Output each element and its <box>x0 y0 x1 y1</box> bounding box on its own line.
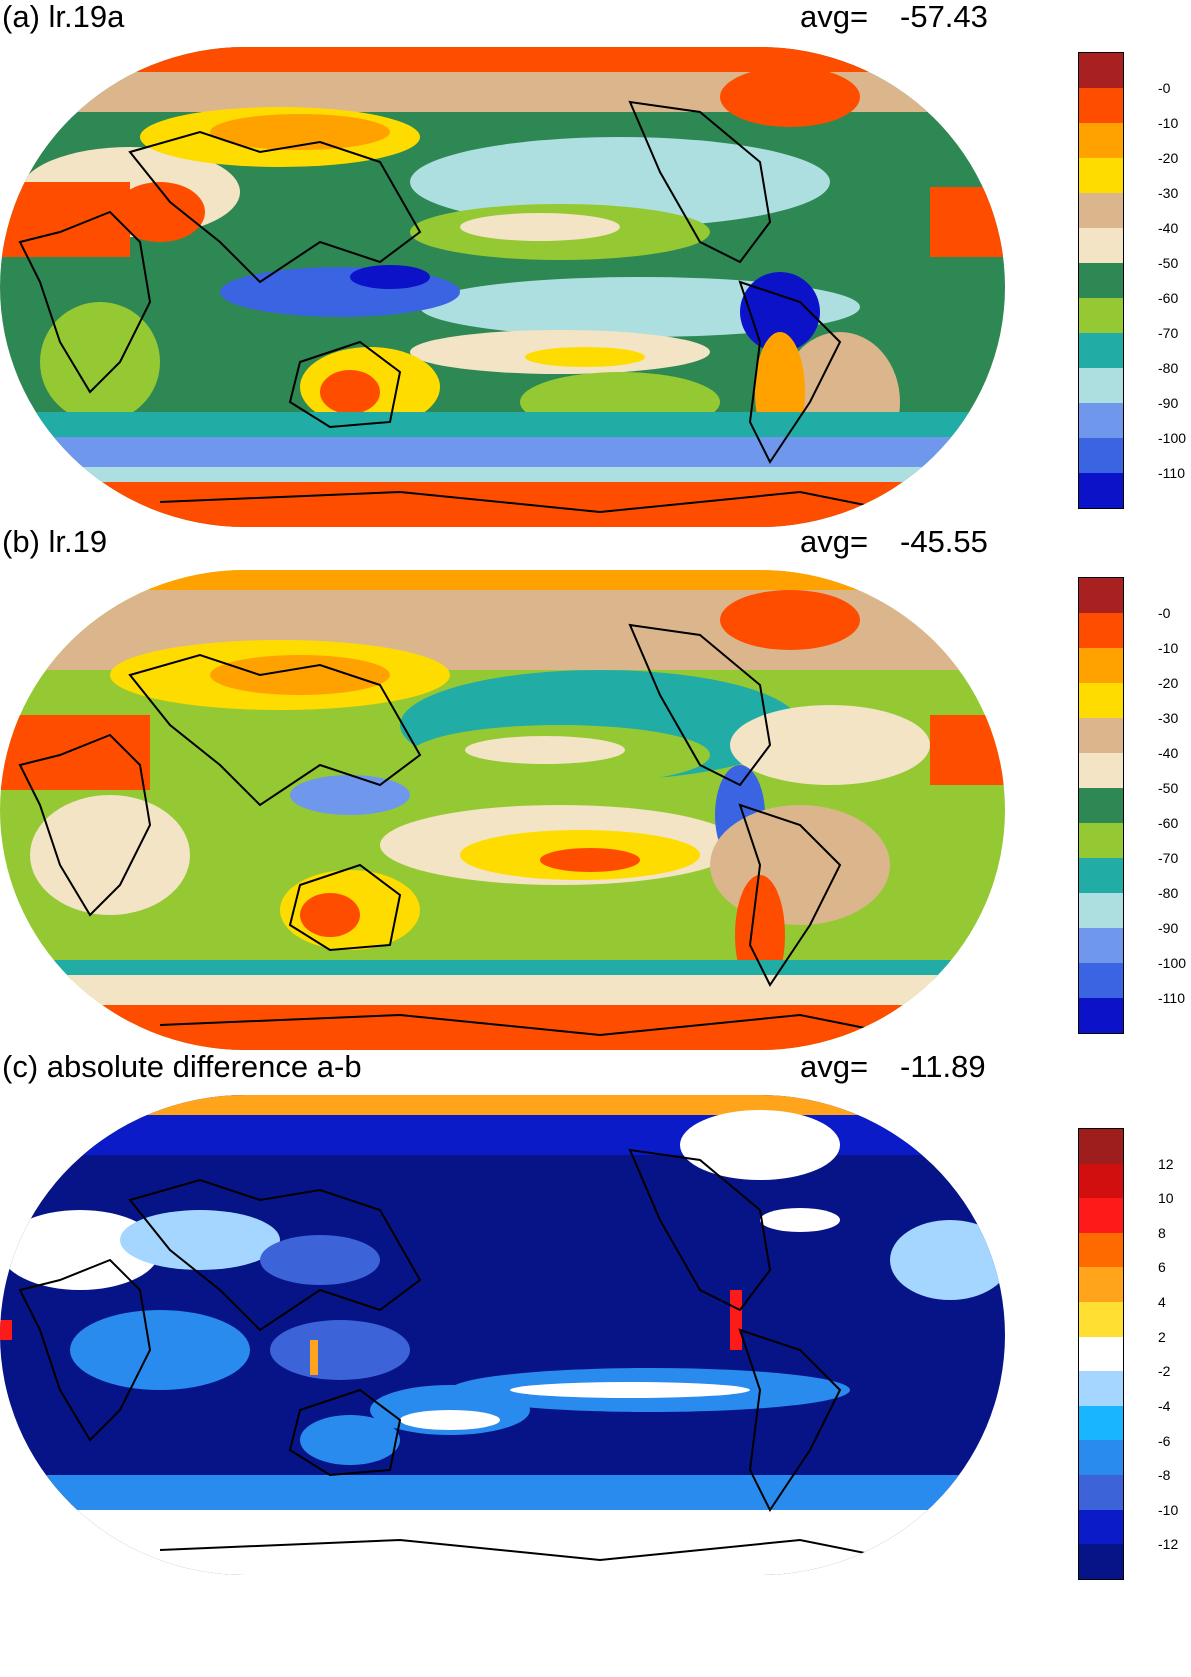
colorbar-cell <box>1079 88 1123 123</box>
panel-b-avg-label: avg= <box>800 524 869 559</box>
panel-a-map <box>0 47 1005 527</box>
colorbar-cell <box>1079 228 1123 263</box>
colorbar-cell <box>1079 368 1123 403</box>
colorbar-cell <box>1079 438 1123 473</box>
colorbar-cell <box>1079 473 1123 508</box>
colorbar-tick-label: 8 <box>1158 1224 1166 1241</box>
colorbar-tick-label: -50 <box>1158 780 1179 796</box>
colorbar-tick-label: -100 <box>1158 430 1187 446</box>
colorbar-cell <box>1079 648 1123 683</box>
colorbar-cell <box>1079 1405 1123 1441</box>
colorbar-cell <box>1079 263 1123 298</box>
panel-b-colorbar <box>1078 577 1124 1034</box>
colorbar-cell <box>1079 1475 1123 1510</box>
panel-c-title: (c) absolute difference a-b <box>2 1049 362 1084</box>
panel-c-colorbar <box>1078 1128 1124 1580</box>
colorbar-tick-label: -60 <box>1158 290 1179 306</box>
colorbar-cell <box>1079 1509 1123 1545</box>
colorbar-cell <box>1079 53 1123 88</box>
panel-b-map <box>0 570 1005 1050</box>
colorbar-tick-label: -40 <box>1158 220 1179 236</box>
panel-a-title: (a) lr.19a <box>2 0 125 34</box>
colorbar-tick-label: -0 <box>1158 605 1171 621</box>
colorbar-tick-label: -90 <box>1158 395 1179 411</box>
colorbar-cell <box>1079 1129 1123 1164</box>
colorbar-cell <box>1079 403 1123 438</box>
colorbar-cell <box>1079 858 1123 893</box>
colorbar-tick-label: -20 <box>1158 675 1179 691</box>
colorbar-cell <box>1079 893 1123 928</box>
colorbar-tick-label: 12 <box>1158 1155 1174 1172</box>
colorbar-tick-label: -110 <box>1158 465 1185 481</box>
colorbar-cell <box>1079 998 1123 1033</box>
colorbar-tick-label: -80 <box>1158 885 1179 901</box>
colorbar-tick-label: -10 <box>1158 640 1179 656</box>
colorbar-tick-label: -10 <box>1158 115 1179 131</box>
colorbar-cell <box>1079 123 1123 158</box>
panel-a-colorbar <box>1078 52 1124 509</box>
colorbar-cell <box>1079 1163 1123 1199</box>
colorbar-tick-label: -100 <box>1158 955 1187 971</box>
colorbar-tick-label: -80 <box>1158 360 1179 376</box>
colorbar-tick-label: -12 <box>1158 1536 1179 1553</box>
colorbar-tick-label: -50 <box>1158 255 1179 271</box>
colorbar-cell <box>1079 1440 1123 1476</box>
colorbar-tick-label: -4 <box>1158 1397 1171 1414</box>
colorbar-tick-label: -20 <box>1158 150 1179 166</box>
panel-b-title: (b) lr.19 <box>2 524 108 559</box>
colorbar-tick-label: -10 <box>1158 1501 1179 1518</box>
panel-c-avg-value: -11.89 <box>900 1049 986 1084</box>
colorbar-cell <box>1079 613 1123 648</box>
colorbar-tick-label: 10 <box>1158 1190 1174 1207</box>
colorbar-cell <box>1079 1544 1123 1579</box>
colorbar-tick-label: -0 <box>1158 80 1171 96</box>
colorbar-cell <box>1079 1371 1123 1406</box>
colorbar-tick-label: -6 <box>1158 1432 1171 1449</box>
colorbar-tick-label: -70 <box>1158 325 1179 341</box>
colorbar-cell <box>1079 1267 1123 1303</box>
colorbar-cell <box>1079 1336 1123 1372</box>
colorbar-cell <box>1079 823 1123 858</box>
colorbar-cell <box>1079 788 1123 823</box>
colorbar-cell <box>1079 1232 1123 1268</box>
colorbar-cell <box>1079 1198 1123 1233</box>
colorbar-tick-label: 6 <box>1158 1259 1166 1276</box>
colorbar-tick-label: -90 <box>1158 920 1179 936</box>
colorbar-cell <box>1079 928 1123 963</box>
panel-a-avg-value: -57.43 <box>900 0 988 34</box>
colorbar-cell <box>1079 578 1123 613</box>
colorbar-tick-label: -2 <box>1158 1363 1171 1380</box>
colorbar-cell <box>1079 193 1123 228</box>
colorbar-cell <box>1079 333 1123 368</box>
colorbar-cell <box>1079 683 1123 718</box>
colorbar-cell <box>1079 753 1123 788</box>
colorbar-cell <box>1079 963 1123 998</box>
colorbar-cell <box>1079 1302 1123 1337</box>
colorbar-tick-label: -30 <box>1158 185 1179 201</box>
panel-a-avg-label: avg= <box>800 0 869 34</box>
colorbar-tick-label: -8 <box>1158 1467 1171 1484</box>
panel-c-avg-label: avg= <box>800 1049 869 1084</box>
colorbar-tick-label: -110 <box>1158 990 1185 1006</box>
colorbar-cell <box>1079 158 1123 193</box>
colorbar-tick-label: -40 <box>1158 745 1179 761</box>
colorbar-tick-label: -70 <box>1158 850 1179 866</box>
colorbar-tick-label: -30 <box>1158 710 1179 726</box>
colorbar-cell <box>1079 718 1123 753</box>
colorbar-tick-label: 4 <box>1158 1294 1166 1311</box>
colorbar-tick-label: -60 <box>1158 815 1179 831</box>
colorbar-tick-label: 2 <box>1158 1328 1166 1345</box>
panel-b-avg-value: -45.55 <box>900 524 988 559</box>
colorbar-cell <box>1079 298 1123 333</box>
panel-c-map <box>0 1095 1005 1575</box>
